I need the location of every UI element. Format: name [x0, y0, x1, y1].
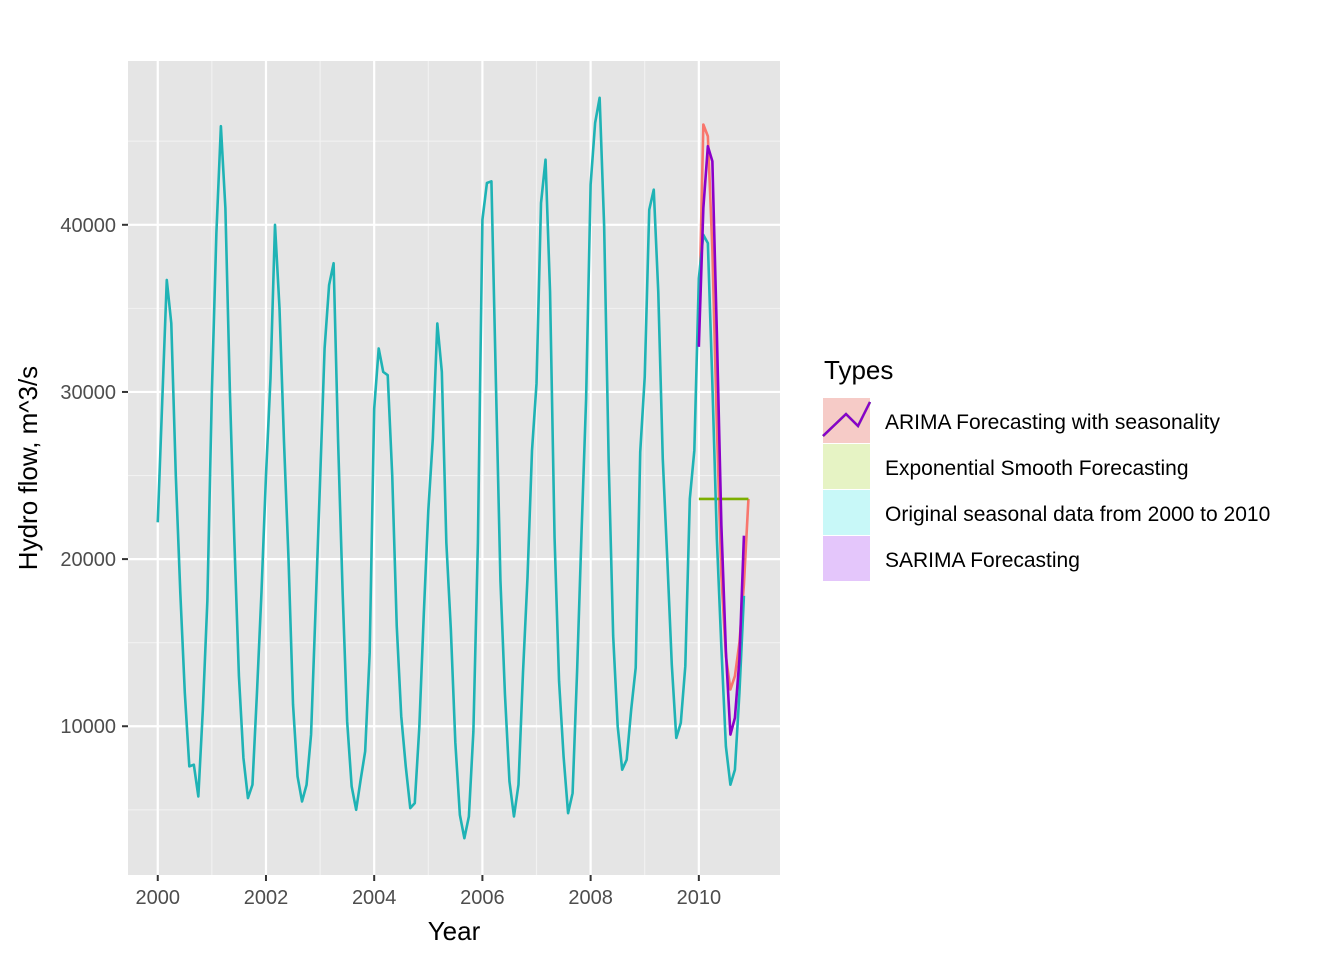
legend-item: SARIMA Forecasting [822, 401, 1080, 581]
y-tick-label: 10000 [60, 716, 116, 738]
x-tick-label: 2006 [460, 887, 505, 909]
series-lines [156, 96, 750, 840]
legend-label: SARIMA Forecasting [885, 549, 1080, 572]
legend-key-background [823, 444, 870, 489]
grid-major [128, 61, 780, 875]
x-axis-title: Year [428, 916, 481, 946]
plot-panel [128, 61, 780, 875]
series-line-2 [156, 96, 746, 840]
legend: Types ARIMA Forecasting with seasonality… [822, 355, 1270, 581]
series-line-3 [697, 144, 746, 736]
legend-key-line [822, 401, 872, 437]
legend-label: Exponential Smooth Forecasting [885, 457, 1189, 480]
legend-key-background [823, 398, 870, 443]
x-tick-label: 2010 [677, 887, 722, 909]
x-tick-label: 2008 [568, 887, 613, 909]
x-axis: 2000 2002 2004 2006 2008 2010 [136, 875, 722, 909]
legend-item: Exponential Smooth Forecasting [822, 401, 1189, 489]
legend-key-background [823, 536, 870, 581]
legend-title: Types [824, 355, 893, 385]
y-tick-label: 30000 [60, 382, 116, 404]
panel-background [128, 61, 780, 875]
y-tick-label: 20000 [60, 549, 116, 571]
x-tick-label: 2002 [244, 887, 289, 909]
legend-key-background [823, 490, 870, 535]
y-axis-title: Hydro flow, m^3/s [13, 366, 43, 570]
y-axis: 10000 20000 30000 40000 [60, 215, 128, 738]
x-tick-label: 2004 [352, 887, 397, 909]
x-tick-label: 2000 [136, 887, 181, 909]
legend-label: Original seasonal data from 2000 to 2010 [885, 503, 1270, 526]
y-tick-label: 40000 [60, 215, 116, 237]
legend-items: ARIMA Forecasting with seasonality Expone… [822, 398, 1270, 581]
legend-item: Original seasonal data from 2000 to 2010 [822, 401, 1270, 535]
legend-label: ARIMA Forecasting with seasonality [885, 411, 1220, 434]
